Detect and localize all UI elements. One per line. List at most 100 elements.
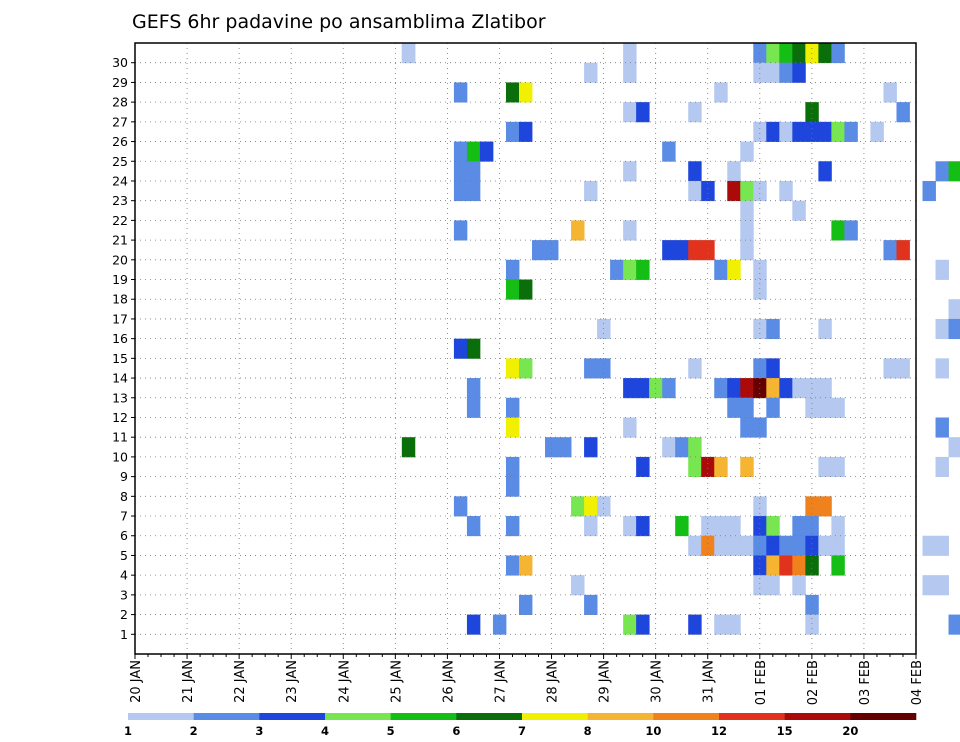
heatmap-cell	[623, 102, 637, 123]
heatmap-cell	[584, 62, 598, 83]
heatmap-cell	[870, 121, 884, 142]
heatmap-cell	[779, 555, 793, 576]
x-tick-label: 25 JAN	[389, 660, 404, 703]
heatmap-cell	[792, 535, 806, 556]
heatmap-cell	[805, 496, 819, 517]
heatmap-cell	[727, 397, 741, 418]
heatmap-cell	[545, 240, 559, 261]
heatmap-cell	[753, 259, 767, 280]
heatmap-cell	[688, 161, 702, 182]
heatmap-cell	[675, 437, 689, 458]
heatmap-cell	[505, 259, 520, 280]
heatmap-cell	[466, 161, 481, 182]
colorbar-label: 3	[255, 724, 263, 738]
heatmap-cell	[518, 82, 533, 103]
heatmap-cell	[714, 516, 728, 537]
heatmap-cell	[610, 259, 624, 280]
heatmap-cell	[727, 535, 741, 556]
heatmap-cell	[740, 456, 754, 478]
y-tick-label: 6	[120, 528, 128, 543]
heatmap-cell	[766, 378, 780, 399]
heatmap-cell	[701, 180, 715, 202]
heatmap-cell	[805, 614, 819, 635]
heatmap-cell	[623, 516, 637, 537]
heatmap-cell	[948, 299, 960, 320]
heatmap-cell	[688, 437, 702, 458]
heatmap-cell	[792, 121, 806, 142]
heatmap-cell	[805, 121, 819, 142]
y-tick-label: 8	[120, 489, 128, 504]
heatmap-cell	[831, 456, 845, 478]
y-tick-label: 11	[112, 430, 128, 445]
heatmap-cell	[805, 102, 819, 123]
heatmap-cell	[740, 200, 754, 221]
y-tick-label: 25	[112, 154, 128, 169]
heatmap-cell	[675, 240, 689, 261]
heatmap-cell	[453, 141, 468, 162]
heatmap-cell	[453, 180, 468, 202]
y-tick-label: 21	[112, 233, 128, 248]
y-tick-label: 7	[120, 509, 128, 524]
heatmap-cell	[662, 141, 676, 162]
heatmap-cell	[505, 279, 520, 300]
x-axis: 20 JAN 21 JAN 22 JAN 23 JAN 24 JAN 25 JAN 26 J…	[129, 654, 925, 705]
heatmap-cell	[779, 43, 793, 64]
heatmap-cell	[636, 259, 650, 280]
heatmap-cell	[466, 180, 481, 202]
heatmap-cell	[792, 43, 806, 64]
heatmap-cell	[558, 437, 572, 458]
heatmap-cell	[714, 378, 728, 399]
heatmap-cell	[727, 378, 741, 399]
heatmap-cell	[922, 180, 936, 202]
x-tick-label: 03 FEB	[858, 660, 873, 705]
heatmap-cell	[831, 121, 845, 142]
heatmap-cell	[740, 240, 754, 261]
x-tick-label: 29 JAN	[598, 660, 613, 703]
heatmap-cell	[662, 378, 676, 399]
x-tick-label: 24 JAN	[337, 660, 352, 703]
heatmap-cell	[935, 358, 949, 379]
heatmap-cell	[518, 358, 533, 379]
heatmap-cell	[818, 378, 832, 399]
colorbar-swatch	[259, 713, 326, 720]
colorbar-label: 7	[518, 724, 526, 738]
heatmap-cell	[831, 397, 845, 418]
colorbar-swatch	[653, 713, 720, 720]
y-tick-label: 23	[112, 193, 128, 208]
heatmap-cell	[753, 555, 767, 576]
heatmap-cell	[453, 338, 468, 359]
colorbar-label: 4	[321, 724, 329, 738]
heatmap-cell	[453, 82, 468, 103]
heatmap-cell	[935, 456, 949, 478]
heatmap-cell	[883, 358, 897, 379]
heatmap-cell	[453, 220, 468, 241]
colorbar-label: 20	[842, 724, 858, 738]
heatmap-cell	[766, 575, 780, 596]
heatmap-cell	[935, 535, 949, 556]
heatmap-cell	[727, 614, 741, 635]
y-tick-label: 19	[112, 272, 128, 287]
heatmap-cell	[714, 614, 728, 635]
heatmap-cell	[636, 378, 650, 399]
heatmap-cell	[701, 240, 715, 261]
heatmap-cell	[753, 417, 767, 438]
heatmap-cell	[766, 555, 780, 576]
heatmap-cell	[688, 102, 702, 123]
heatmap-cell	[623, 220, 637, 241]
y-tick-label: 2	[120, 607, 128, 622]
colorbar-label: 2	[190, 724, 198, 738]
heatmap-cell	[818, 43, 832, 64]
y-tick-label: 22	[112, 213, 128, 228]
x-tick-label: 28 JAN	[546, 660, 561, 703]
heatmap-cell	[753, 516, 767, 537]
x-tick-label: 01 FEB	[754, 660, 769, 705]
heatmap-cell	[740, 180, 754, 202]
heatmap-cell	[518, 121, 533, 142]
heatmap-cell	[584, 437, 598, 458]
heatmap-cell	[740, 397, 754, 418]
x-tick-label: 31 JAN	[702, 660, 717, 703]
colorbar: 1 2 3 4 5 6 7 8 10 12 15 20	[124, 713, 917, 738]
heatmap-cell	[753, 535, 767, 556]
heatmap-cell	[492, 614, 507, 635]
heatmap-cell	[727, 180, 741, 202]
